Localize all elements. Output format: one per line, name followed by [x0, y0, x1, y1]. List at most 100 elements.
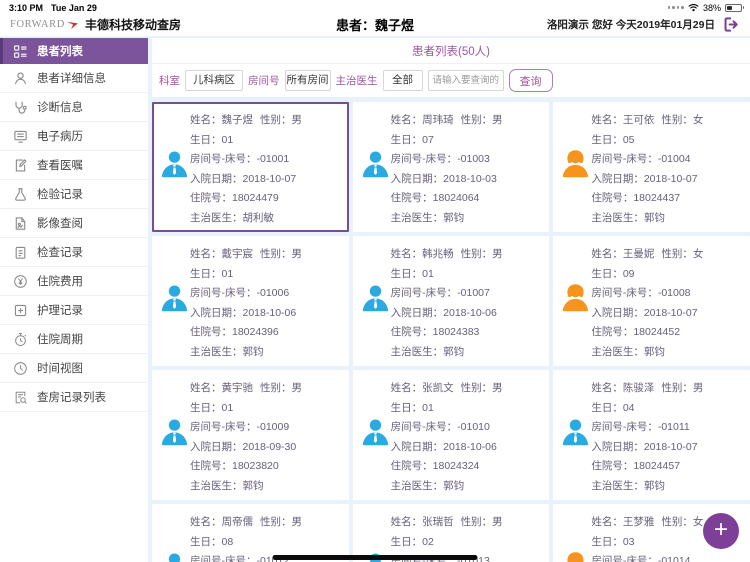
status-time: 3:10 PM — [9, 2, 44, 13]
room-bed-label: 房间号-床号： — [390, 287, 458, 299]
sex-label: 性别： — [260, 516, 292, 528]
patient-room-bed: -01004 — [657, 153, 691, 165]
sidebar-item[interactable]: 诊断信息 — [0, 93, 148, 122]
sidebar-item[interactable]: 时间视图 — [0, 354, 148, 383]
patient-birth: 07 — [422, 133, 434, 146]
admit-date-label: 入院日期： — [591, 306, 644, 319]
patient-birth: 01 — [422, 267, 434, 280]
sex-label: 性别： — [260, 382, 292, 394]
patient-admit-date: 2018-10-07 — [242, 172, 297, 185]
department-select[interactable]: 儿科病区 — [185, 70, 243, 91]
patient-sex: 女 — [692, 248, 704, 260]
patient-card[interactable]: 姓名：韩兆畅 性别：男 生日：01 房间号-床号：-01007 入院日期：2018… — [352, 236, 550, 366]
patient-doctor: 郭钧 — [443, 345, 465, 358]
admit-date-label: 入院日期： — [390, 306, 444, 319]
sidebar-item[interactable]: 检验记录 — [0, 180, 148, 209]
patient-card[interactable]: 姓名：王曼妮 性别：女 生日：09 房间号-床号：-01008 入院日期：2018… — [553, 236, 750, 366]
sidebar-item-label: 患者列表 — [37, 46, 83, 58]
patient-admission-no: 18024452 — [633, 326, 681, 338]
top-bar: 3:10 PM Tue Jan 29 38% FORWARD 丰德科技移动查房 … — [0, 0, 750, 36]
patient-card-grid[interactable]: 姓名：魏子煜 性别：男 生日：01 房间号-床号：-01001 入院日期：2018… — [152, 102, 750, 562]
room-bed-label: 房间号-床号： — [390, 421, 458, 433]
patient-admit-date: 2018-10-06 — [242, 306, 297, 319]
sidebar-item[interactable]: 患者详细信息 — [0, 64, 148, 93]
greeting-text: 洛阳演示 您好 今天2019年01月29日 — [546, 19, 715, 31]
rounds-search-icon — [13, 390, 28, 405]
app-title: 丰德科技移动查房 — [84, 18, 181, 32]
name-label: 姓名： — [591, 382, 623, 394]
nursing-plus-icon — [13, 303, 28, 318]
admission-no-label: 住院号： — [390, 460, 433, 472]
patient-room-bed: -01003 — [457, 153, 490, 165]
patient-doctor: 郭钧 — [643, 479, 665, 492]
patient-admit-date: 2018-10-03 — [443, 172, 497, 185]
birth-label: 生日： — [190, 535, 222, 548]
sidebar-item-label: 住院费用 — [37, 276, 83, 288]
patient-admission-no: 18024479 — [232, 192, 279, 204]
patient-card[interactable]: 姓名：王可依 性别：女 生日：05 房间号-床号：-01004 入院日期：2018… — [553, 102, 750, 232]
patient-card[interactable]: 姓名：张凯文 性别：男 生日：01 房间号-床号：-01010 入院日期：2018… — [352, 370, 550, 500]
sidebar-item[interactable]: 患者列表 — [0, 38, 148, 64]
emr-document-icon — [13, 129, 28, 144]
birth-label: 生日： — [190, 133, 222, 146]
sidebar-item[interactable]: 电子病历 — [0, 122, 148, 151]
sidebar-item[interactable]: 影像查阅 — [0, 209, 148, 238]
sidebar-item[interactable]: 住院周期 — [0, 325, 148, 354]
patient-name: 韩兆畅 — [422, 248, 454, 260]
room-select[interactable]: 所有房间 — [284, 70, 331, 91]
admission-no-label: 住院号： — [591, 326, 634, 338]
patient-name: 王曼妮 — [622, 248, 655, 260]
home-indicator[interactable] — [272, 555, 478, 560]
patient-name: 张瑞哲 — [422, 516, 454, 528]
patient-info: 姓名：韩兆畅 性别：男 生日：01 房间号-床号：-01007 入院日期：2018… — [391, 236, 550, 362]
birth-label: 生日： — [390, 133, 423, 146]
patient-sex: 男 — [291, 248, 303, 260]
patient-card[interactable]: 姓名：陈骏泽 性别：男 生日：04 房间号-床号：-01011 入院日期：2018… — [553, 370, 750, 500]
sidebar-item[interactable]: 住院费用 — [0, 267, 148, 296]
patient-admission-no: 18024396 — [232, 326, 279, 338]
patient-info: 姓名：戴宇宸 性别：男 生日：01 房间号-床号：-01006 入院日期：2018… — [190, 236, 349, 362]
patient-admission-no: 18024324 — [432, 460, 480, 472]
patient-sex: 男 — [291, 382, 303, 394]
patient-card[interactable]: 姓名：黄宇驰 性别：男 生日：01 房间号-床号：-01009 入院日期：2018… — [152, 370, 349, 500]
patient-birth: 04 — [622, 401, 635, 414]
patient-card[interactable]: 姓名：戴宇宸 性别：男 生日：01 房间号-床号：-01006 入院日期：2018… — [152, 236, 349, 366]
sidebar-item[interactable]: 查看医嘱 — [0, 151, 148, 180]
admission-no-label: 住院号： — [190, 460, 232, 472]
logout-button[interactable] — [723, 16, 740, 33]
query-button[interactable]: 查询 — [508, 69, 553, 92]
patient-list-icon — [13, 44, 28, 59]
sidebar-menu: 患者列表 患者详细信息 诊断信息 电子病历 — [0, 38, 148, 562]
admission-no-label: 住院号： — [390, 326, 433, 338]
sidebar-item-label: 影像查阅 — [37, 218, 83, 230]
brand-name: FORWARD — [10, 19, 65, 30]
brand-arrow-icon — [67, 20, 79, 30]
sidebar-item[interactable]: 护理记录 — [0, 296, 148, 325]
patient-room-bed: -01008 — [657, 287, 691, 299]
sidebar-item[interactable]: 检查记录 — [0, 238, 148, 267]
patient-sex: 女 — [692, 114, 704, 126]
sex-label: 性别： — [260, 248, 292, 260]
sidebar-item-label: 电子病历 — [37, 131, 83, 143]
patient-admission-no: 18024383 — [432, 326, 480, 338]
patient-admit-date: 2018-10-07 — [643, 440, 698, 453]
patient-info: 姓名：周玮琦 性别：男 生日：07 房间号-床号：-01003 入院日期：2018… — [391, 102, 550, 228]
patient-name: 王可依 — [622, 114, 655, 126]
doctor-name-label: 主治医生： — [190, 345, 243, 358]
sidebar-item[interactable]: 查房记录列表 — [0, 383, 148, 412]
sex-label: 性别： — [661, 114, 693, 126]
main-panel: 患者列表(50人) 科室 儿科病区 房间号 所有房间 主治医生 全部 查询 — [152, 38, 750, 562]
birth-label: 生日： — [390, 267, 423, 280]
patient-card[interactable]: 姓名：魏子煜 性别：男 生日：01 房间号-床号：-01001 入院日期：2018… — [152, 102, 349, 232]
patient-detail-icon — [13, 71, 28, 86]
battery-icon — [725, 3, 744, 12]
patient-card[interactable]: 姓名：周玮琦 性别：男 生日：07 房间号-床号：-01003 入院日期：2018… — [352, 102, 550, 232]
doctor-select[interactable]: 全部 — [382, 70, 423, 91]
add-button[interactable]: + — [703, 513, 739, 549]
name-label: 姓名： — [390, 516, 423, 528]
doctor-name-label: 主治医生： — [190, 211, 243, 224]
male-avatar-icon — [159, 550, 190, 562]
search-input[interactable] — [427, 70, 504, 91]
